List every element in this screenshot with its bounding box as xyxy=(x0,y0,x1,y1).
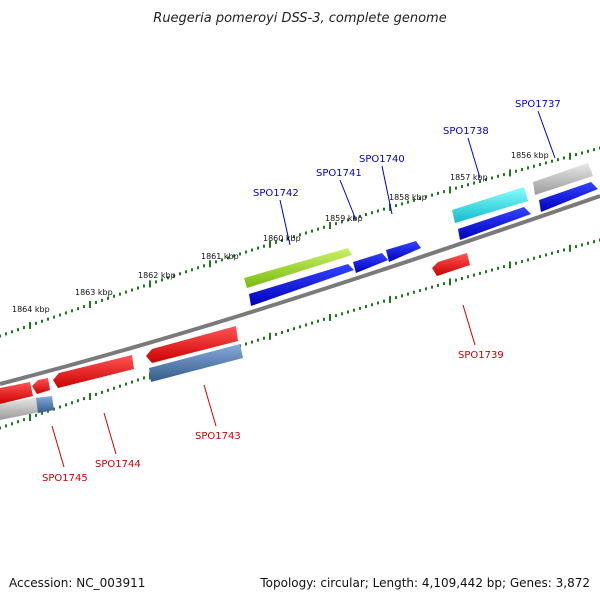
gene-label-spo1744[interactable]: SPO1744 xyxy=(95,459,141,470)
scale-label: 1860 kbp xyxy=(263,234,301,243)
scale-labels: 1864 kbp 1863 kbp 1862 kbp 1861 kbp 1860… xyxy=(12,151,549,314)
gene-arrow-spo1737-grey[interactable] xyxy=(533,163,593,195)
gene-arrow-spo1740[interactable] xyxy=(386,241,421,262)
gene-label-spo1743[interactable]: SPO1743 xyxy=(195,431,241,442)
leader-line-spo1741 xyxy=(339,179,357,221)
leader-line-spo1737 xyxy=(537,110,556,159)
leader-line-spo1743 xyxy=(203,384,217,427)
leader-line-spo1744 xyxy=(103,412,117,455)
scale-label: 1858 kbp xyxy=(389,193,427,202)
scale-label: 1859 kbp xyxy=(325,214,363,223)
gene-arrow-spo1743-steel[interactable] xyxy=(149,344,243,382)
scale-label: 1856 kbp xyxy=(511,151,549,160)
gene-arrow-spo1745-grey[interactable] xyxy=(0,397,40,420)
forward-scale xyxy=(0,146,600,338)
gene-arrow-spo1743-red[interactable] xyxy=(146,326,238,363)
gene-label-spo1738[interactable]: SPO1738 xyxy=(443,126,489,137)
accession-text: Accession: NC_003911 xyxy=(9,576,146,590)
gene-label-spo1739[interactable]: SPO1739 xyxy=(458,350,504,361)
reverse-features xyxy=(0,253,470,420)
map-title: Ruegeria pomeroyi DSS-3, complete genome xyxy=(153,11,446,26)
topology-text: Topology: circular; Length: 4,109,442 bp… xyxy=(260,576,590,590)
gene-arrow-spo1738-blue[interactable] xyxy=(458,207,531,240)
forward-features xyxy=(244,163,598,306)
gene-arrow-spo1745-steel[interactable] xyxy=(36,396,54,413)
leader-line-spo1739 xyxy=(462,304,476,346)
scale-label: 1861 kbp xyxy=(201,252,239,261)
scale-label: 1862 kbp xyxy=(138,271,176,280)
scale-label: 1863 kbp xyxy=(75,288,113,297)
gene-label-spo1742[interactable]: SPO1742 xyxy=(253,188,299,199)
gene-arrow-spo1737-blue[interactable] xyxy=(539,182,598,212)
gene-label-spo1745[interactable]: SPO1745 xyxy=(42,473,88,484)
genome-backbone xyxy=(0,194,600,386)
leader-line-spo1742 xyxy=(279,199,291,246)
gene-arrow-spo1744[interactable] xyxy=(53,355,134,388)
gene-arrow-spo1739[interactable] xyxy=(432,253,470,276)
leader-line-spo1745 xyxy=(51,425,65,468)
gene-arrow-spo1742-blue[interactable] xyxy=(249,264,354,306)
leader-line-spo1740 xyxy=(381,165,393,215)
gene-arrow-spo1741[interactable] xyxy=(353,253,388,273)
gene-label-spo1737[interactable]: SPO1737 xyxy=(515,99,561,110)
gene-arrow-spo1745-red[interactable] xyxy=(0,382,33,404)
gene-label-spo1741[interactable]: SPO1741 xyxy=(316,168,362,179)
scale-label: 1857 kbp xyxy=(450,173,488,182)
gene-label-spo1740[interactable]: SPO1740 xyxy=(359,154,405,165)
scale-label: 1864 kbp xyxy=(12,305,50,314)
leader-line-spo1738 xyxy=(467,137,481,179)
gene-labels: SPO1737 SPO1738 SPO1739 SPO1740 SPO1741 … xyxy=(42,99,561,484)
gene-arrow-spo1738-cyan[interactable] xyxy=(452,187,528,223)
gene-arrow-spo1742-green[interactable] xyxy=(244,248,352,288)
gene-arrow-spo1745-small[interactable] xyxy=(32,378,50,394)
